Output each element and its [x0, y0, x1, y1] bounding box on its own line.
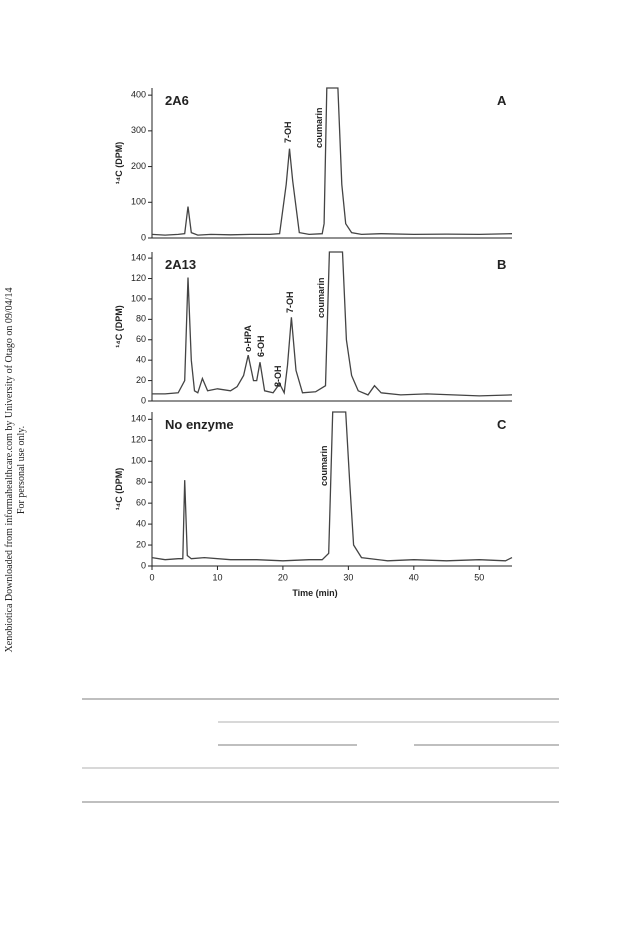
y-tick-label: 140 — [131, 252, 146, 262]
y-tick-label: 0 — [141, 395, 146, 405]
peak-label: coumarin — [319, 445, 329, 486]
x-tick-label: 20 — [278, 572, 288, 582]
y-tick-label: 60 — [136, 334, 146, 344]
x-tick-label: 50 — [474, 572, 484, 582]
y-tick-label: 80 — [136, 477, 146, 487]
y-tick-label: 300 — [131, 125, 146, 135]
x-axis-label: Time (min) — [292, 588, 337, 598]
trace — [151, 411, 513, 562]
y-axis-label: ¹⁴C (DPM) — [114, 468, 124, 510]
y-tick-label: 200 — [131, 161, 146, 171]
y-tick-label: 140 — [131, 414, 146, 424]
y-tick-label: 40 — [136, 355, 146, 365]
y-tick-label: 120 — [131, 273, 146, 283]
x-tick-label: 40 — [409, 572, 419, 582]
x-tick-label: 30 — [343, 572, 353, 582]
y-axis-label: ¹⁴C (DPM) — [114, 305, 124, 347]
panel-letter: B — [497, 257, 506, 272]
panel-letter: A — [497, 93, 507, 108]
panel-letter: C — [497, 417, 507, 432]
y-tick-label: 100 — [131, 456, 146, 466]
y-axis-label: ¹⁴C (DPM) — [114, 142, 124, 184]
watermark: Xenobiotica Downloaded from informahealt… — [4, 288, 15, 653]
panel-label: 2A6 — [165, 93, 189, 108]
peak-label: o-HPA — [243, 325, 253, 352]
y-tick-label: 0 — [141, 560, 146, 570]
y-tick-label: 60 — [136, 498, 146, 508]
peak-label: 7-OH — [283, 121, 293, 143]
y-tick-label: 100 — [131, 197, 146, 207]
trace — [152, 251, 513, 397]
x-tick-label: 10 — [212, 572, 222, 582]
panel-label: 2A13 — [165, 257, 196, 272]
y-tick-label: 100 — [131, 293, 146, 303]
peak-label: coumarin — [316, 277, 326, 318]
y-tick-label: 120 — [131, 435, 146, 445]
y-tick-label: 40 — [136, 518, 146, 528]
peak-label: 8-OH — [273, 365, 283, 387]
y-tick-label: 80 — [136, 314, 146, 324]
panel-label: No enzyme — [165, 417, 234, 432]
y-tick-label: 20 — [136, 375, 146, 385]
y-tick-label: 20 — [136, 539, 146, 549]
peak-label: 6-OH — [256, 335, 266, 357]
trace — [151, 87, 513, 236]
peak-label: coumarin — [314, 107, 324, 148]
x-tick-label: 0 — [149, 572, 154, 582]
watermark: For personal use only. — [16, 426, 27, 514]
peak-label: 7-OH — [285, 291, 295, 313]
y-tick-label: 0 — [141, 232, 146, 242]
y-tick-label: 400 — [131, 90, 146, 100]
